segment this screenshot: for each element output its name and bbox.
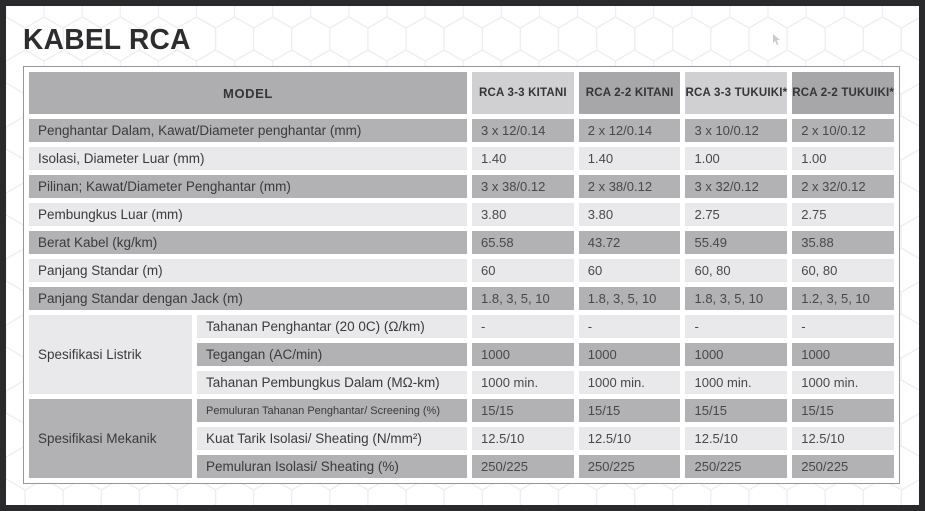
value-cell: 2 x 12/0.14 [578,119,681,142]
value-cell: 3 x 32/0.12 [685,175,788,198]
value-cell: 1.40 [472,147,574,170]
row-label: Isolasi, Diameter Luar (mm) [29,147,468,170]
value-cell: 1000 [472,343,574,366]
value-cell: 1.8, 3, 5, 10 [685,287,788,310]
column-header: RCA 3-3 KITANI [472,72,574,114]
value-cell: 60, 80 [792,259,894,282]
row-label: Penghantar Dalam, Kawat/Diameter penghan… [29,119,468,142]
value-cell: 2 x 32/0.12 [792,175,894,198]
table-row: Panjang Standar (m) 60 60 60, 80 60, 80 [29,259,894,282]
value-cell: 3 x 38/0.12 [472,175,574,198]
row-label: Panjang Standar dengan Jack (m) [29,287,468,310]
value-cell: 1.8, 3, 5, 10 [578,287,681,310]
value-cell: 12.5/10 [685,427,788,450]
table-row: Panjang Standar dengan Jack (m) 1.8, 3, … [29,287,894,310]
header-row: MODEL RCA 3-3 KITANI RCA 2-2 KITANI RCA … [29,72,894,114]
value-cell: 12.5/10 [792,427,894,450]
value-cell: 1000 [792,343,894,366]
value-cell: 12.5/10 [472,427,574,450]
row-label: Pilinan; Kawat/Diameter Penghantar (mm) [29,175,468,198]
value-cell: 1000 [685,343,788,366]
table-row: Kuat Tarik Isolasi/ Sheating (N/mm²) 12.… [29,427,894,450]
spec-table-panel: MODEL RCA 3-3 KITANI RCA 2-2 KITANI RCA … [23,66,900,484]
value-cell: 60, 80 [685,259,788,282]
value-cell: 3.80 [578,203,681,226]
table-row: Berat Kabel (kg/km) 65.58 43.72 55.49 35… [29,231,894,254]
value-cell: 35.88 [792,231,894,254]
row-label: Tahanan Pembungkus Dalam (MΩ-km) [197,371,468,394]
value-cell: 60 [578,259,681,282]
group-label-mekanik: Spesifikasi Mekanik [29,399,192,478]
table-row: Spesifikasi Mekanik Pemuluran Tahanan Pe… [29,399,894,478]
table-row: Pemuluran Isolasi/ Sheating (%) 250/225 … [29,455,894,478]
row-label: Pemuluran Isolasi/ Sheating (%) [197,455,468,478]
table-row: Pilinan; Kawat/Diameter Penghantar (mm) … [29,175,894,198]
value-cell: 1.2, 3, 5, 10 [792,287,894,310]
value-cell: 55.49 [685,231,788,254]
value-cell: - [792,315,894,338]
value-cell: 3 x 10/0.12 [685,119,788,142]
row-label: Berat Kabel (kg/km) [29,231,468,254]
row-label: Tegangan (AC/min) [197,343,468,366]
value-cell: 2.75 [685,203,788,226]
row-label: Kuat Tarik Isolasi/ Sheating (N/mm²) [197,427,468,450]
value-cell: 15/15 [685,399,788,422]
column-header: RCA 2-2 TUKUIKI* [792,72,894,114]
page-title: KABEL RCA [23,24,191,56]
table-row: Isolasi, Diameter Luar (mm) 1.40 1.40 1.… [29,147,894,170]
value-cell: 12.5/10 [578,427,681,450]
cursor-icon [773,34,780,45]
value-cell: 60 [472,259,574,282]
value-cell: 43.72 [578,231,681,254]
row-label: Pemuluran Tahanan Penghantar/ Screening … [197,399,468,422]
value-cell: 1000 [578,343,681,366]
value-cell: 2 x 38/0.12 [578,175,681,198]
value-cell: 250/225 [578,455,681,478]
value-cell: 2 x 10/0.12 [792,119,894,142]
value-cell: 1.00 [792,147,894,170]
value-cell: 250/225 [792,455,894,478]
table-row: Tahanan Pembungkus Dalam (MΩ-km) 1000 mi… [29,371,894,394]
value-cell: 1000 min. [792,371,894,394]
group-label-listrik: Spesifikasi Listrik [29,315,192,394]
value-cell: 3.80 [472,203,574,226]
value-cell: 1000 min. [578,371,681,394]
value-cell: 1000 min. [685,371,788,394]
row-label: Panjang Standar (m) [29,259,468,282]
spec-table: MODEL RCA 3-3 KITANI RCA 2-2 KITANI RCA … [24,67,899,483]
value-cell: 1.8, 3, 5, 10 [472,287,574,310]
column-header: RCA 3-3 TUKUIKI* [685,72,788,114]
value-cell: 15/15 [472,399,574,422]
value-cell: 65.58 [472,231,574,254]
value-cell: 1.40 [578,147,681,170]
value-cell: - [578,315,681,338]
column-header: RCA 2-2 KITANI [578,72,681,114]
model-header: MODEL [29,72,468,114]
value-cell: 2.75 [792,203,894,226]
value-cell: 15/15 [792,399,894,422]
value-cell: 1.00 [685,147,788,170]
value-cell: 1000 min. [472,371,574,394]
value-cell: - [685,315,788,338]
table-row: Tegangan (AC/min) 1000 1000 1000 1000 [29,343,894,366]
table-row: Spesifikasi Listrik Tahanan Penghantar (… [29,315,894,394]
value-cell: 250/225 [472,455,574,478]
value-cell: 3 x 12/0.14 [472,119,574,142]
table-row: Penghantar Dalam, Kawat/Diameter penghan… [29,119,894,142]
table-row: Pembungkus Luar (mm) 3.80 3.80 2.75 2.75 [29,203,894,226]
row-label: Pembungkus Luar (mm) [29,203,468,226]
row-label: Tahanan Penghantar (20 0C) (Ω/km) [197,315,468,338]
value-cell: - [472,315,574,338]
value-cell: 250/225 [685,455,788,478]
value-cell: 15/15 [578,399,681,422]
